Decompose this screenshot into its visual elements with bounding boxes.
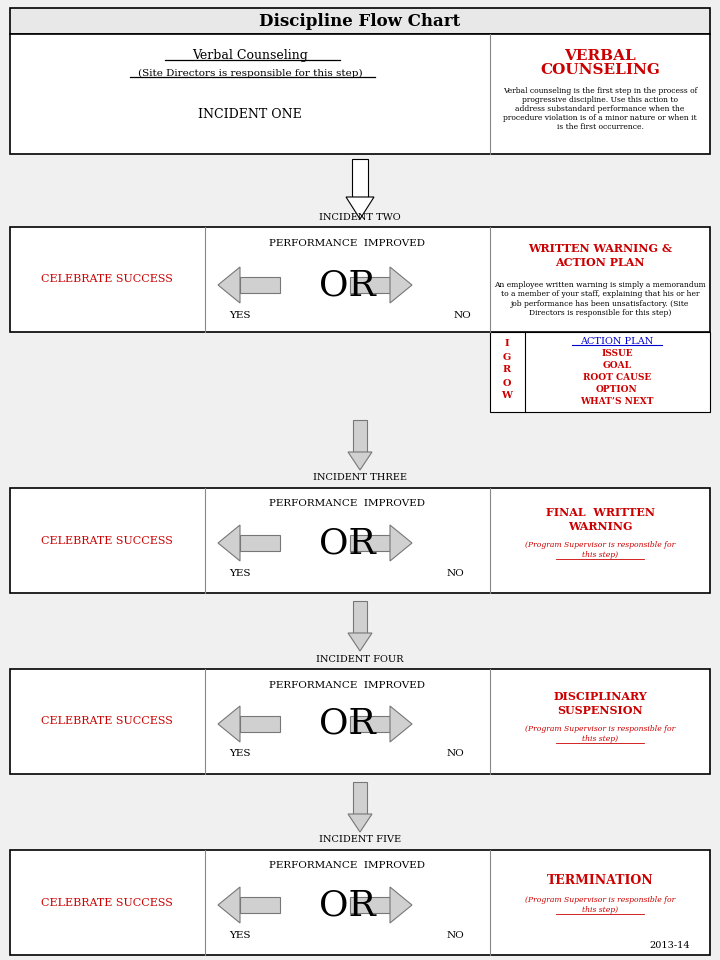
Bar [10,850,710,955]
Polygon shape [390,525,412,561]
Text: ACTION PLAN: ACTION PLAN [580,337,654,346]
Text: (Site Directors is responsible for this step): (Site Directors is responsible for this … [138,68,362,78]
Text: WHAT’S NEXT: WHAT’S NEXT [580,397,654,406]
Polygon shape [348,452,372,470]
Bar [350,535,390,551]
Text: YES: YES [229,568,251,578]
Text: OR: OR [319,526,375,560]
Bar [353,420,367,452]
Bar [240,277,280,293]
Text: WRITTEN WARNING &: WRITTEN WARNING & [528,244,672,254]
Text: CELEBRATE SUCCESS: CELEBRATE SUCCESS [41,898,173,907]
Text: INCIDENT TWO: INCIDENT TWO [319,212,401,222]
Bar [10,488,710,593]
Bar [240,716,280,732]
Bar [490,332,710,412]
Text: (Program Supervisor is responsible for: (Program Supervisor is responsible for [525,541,675,549]
Text: INCIDENT THREE: INCIDENT THREE [313,473,407,483]
Text: ROOT CAUSE: ROOT CAUSE [583,373,651,382]
Polygon shape [218,887,240,923]
Text: OPTION: OPTION [596,386,638,395]
Polygon shape [348,814,372,832]
Text: NO: NO [446,930,464,940]
Text: this step): this step) [582,906,618,914]
Bar [10,34,710,154]
Text: CELEBRATE SUCCESS: CELEBRATE SUCCESS [41,536,173,545]
Bar [350,897,390,913]
Polygon shape [218,706,240,742]
Bar [240,535,280,551]
Text: FINAL  WRITTEN: FINAL WRITTEN [546,508,654,518]
Polygon shape [390,887,412,923]
Text: YES: YES [229,750,251,758]
Text: this step): this step) [582,551,618,559]
Polygon shape [346,197,374,219]
Text: SUSPENSION: SUSPENSION [557,705,643,715]
Text: PERFORMANCE  IMPROVED: PERFORMANCE IMPROVED [269,681,425,689]
Text: W: W [502,392,513,400]
Text: OR: OR [319,268,375,302]
Polygon shape [390,706,412,742]
Text: G: G [503,352,511,362]
Text: R: R [503,366,511,374]
Text: PERFORMANCE  IMPROVED: PERFORMANCE IMPROVED [269,238,425,248]
Bar [10,227,710,332]
Text: INCIDENT FOUR: INCIDENT FOUR [316,655,404,663]
Text: COUNSELING: COUNSELING [540,63,660,77]
Text: NO: NO [453,310,471,320]
Text: Verbal counseling is the first step in the process of
progressive discipline. Us: Verbal counseling is the first step in t… [503,86,697,132]
Text: OR: OR [319,888,375,922]
Bar [352,159,368,197]
Text: NO: NO [446,750,464,758]
Polygon shape [390,267,412,303]
Text: (Program Supervisor is responsible for: (Program Supervisor is responsible for [525,725,675,733]
Text: CELEBRATE SUCCESS: CELEBRATE SUCCESS [41,716,173,727]
Text: OR: OR [319,707,375,741]
Text: 2013-14: 2013-14 [649,941,690,949]
Text: YES: YES [229,310,251,320]
Text: O: O [503,378,511,388]
Text: INCIDENT ONE: INCIDENT ONE [198,108,302,121]
Text: VERBAL: VERBAL [564,49,636,63]
Text: INCIDENT FIVE: INCIDENT FIVE [319,835,401,845]
Text: Verbal Counseling: Verbal Counseling [192,50,308,62]
Text: PERFORMANCE  IMPROVED: PERFORMANCE IMPROVED [269,861,425,871]
Text: this step): this step) [582,735,618,743]
Text: GOAL: GOAL [603,362,631,371]
Text: WARNING: WARNING [568,520,632,532]
Text: CELEBRATE SUCCESS: CELEBRATE SUCCESS [41,275,173,284]
Polygon shape [348,633,372,651]
Text: ACTION PLAN: ACTION PLAN [555,256,644,268]
Polygon shape [218,525,240,561]
Bar [10,669,710,774]
Bar [350,716,390,732]
Text: ISSUE: ISSUE [601,349,633,358]
Bar [350,277,390,293]
Text: NO: NO [446,568,464,578]
Bar [353,782,367,814]
Text: TERMINATION: TERMINATION [546,874,653,886]
Polygon shape [218,267,240,303]
Text: YES: YES [229,930,251,940]
Text: I: I [505,340,509,348]
Text: Discipline Flow Chart: Discipline Flow Chart [259,12,461,30]
Text: PERFORMANCE  IMPROVED: PERFORMANCE IMPROVED [269,499,425,509]
Text: An employee written warning is simply a memorandum
to a member of your staff, ex: An employee written warning is simply a … [494,281,706,317]
Bar [240,897,280,913]
Text: (Program Supervisor is responsible for: (Program Supervisor is responsible for [525,896,675,904]
Bar [10,8,710,34]
Text: DISCIPLINARY: DISCIPLINARY [553,691,647,703]
Bar [353,601,367,633]
